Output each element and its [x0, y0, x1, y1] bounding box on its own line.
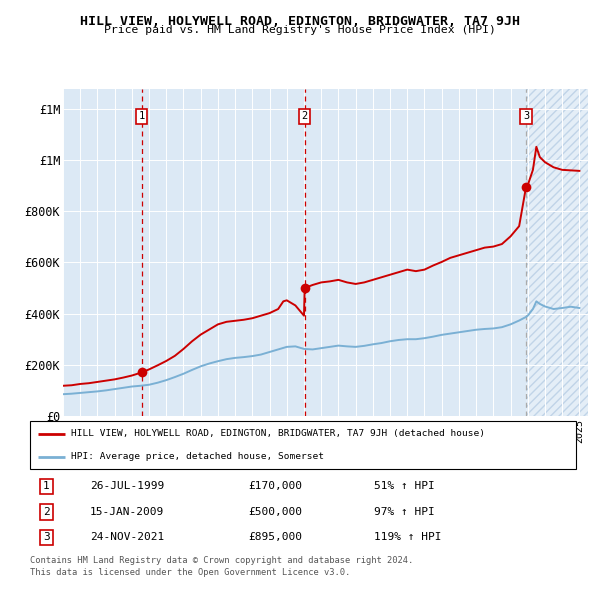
- Text: 1: 1: [43, 481, 50, 491]
- Text: £500,000: £500,000: [248, 507, 302, 517]
- Text: Price paid vs. HM Land Registry's House Price Index (HPI): Price paid vs. HM Land Registry's House …: [104, 25, 496, 35]
- Text: 2: 2: [302, 112, 308, 122]
- Text: This data is licensed under the Open Government Licence v3.0.: This data is licensed under the Open Gov…: [30, 568, 350, 576]
- Text: 2: 2: [43, 507, 50, 517]
- Text: 1: 1: [139, 112, 145, 122]
- Text: HILL VIEW, HOLYWELL ROAD, EDINGTON, BRIDGWATER, TA7 9JH (detached house): HILL VIEW, HOLYWELL ROAD, EDINGTON, BRID…: [71, 430, 485, 438]
- FancyBboxPatch shape: [30, 421, 576, 469]
- Text: 24-NOV-2021: 24-NOV-2021: [90, 532, 164, 542]
- Bar: [526, 88, 588, 416]
- Text: 15-JAN-2009: 15-JAN-2009: [90, 507, 164, 517]
- Text: £170,000: £170,000: [248, 481, 302, 491]
- Text: 3: 3: [43, 532, 50, 542]
- Text: 51% ↑ HPI: 51% ↑ HPI: [374, 481, 435, 491]
- Text: Contains HM Land Registry data © Crown copyright and database right 2024.: Contains HM Land Registry data © Crown c…: [30, 556, 413, 565]
- Text: 26-JUL-1999: 26-JUL-1999: [90, 481, 164, 491]
- Text: HPI: Average price, detached house, Somerset: HPI: Average price, detached house, Some…: [71, 453, 324, 461]
- Bar: [526, 88, 588, 416]
- Text: 119% ↑ HPI: 119% ↑ HPI: [374, 532, 442, 542]
- Text: 97% ↑ HPI: 97% ↑ HPI: [374, 507, 435, 517]
- Text: £895,000: £895,000: [248, 532, 302, 542]
- Text: 3: 3: [523, 112, 529, 122]
- Text: HILL VIEW, HOLYWELL ROAD, EDINGTON, BRIDGWATER, TA7 9JH: HILL VIEW, HOLYWELL ROAD, EDINGTON, BRID…: [80, 15, 520, 28]
